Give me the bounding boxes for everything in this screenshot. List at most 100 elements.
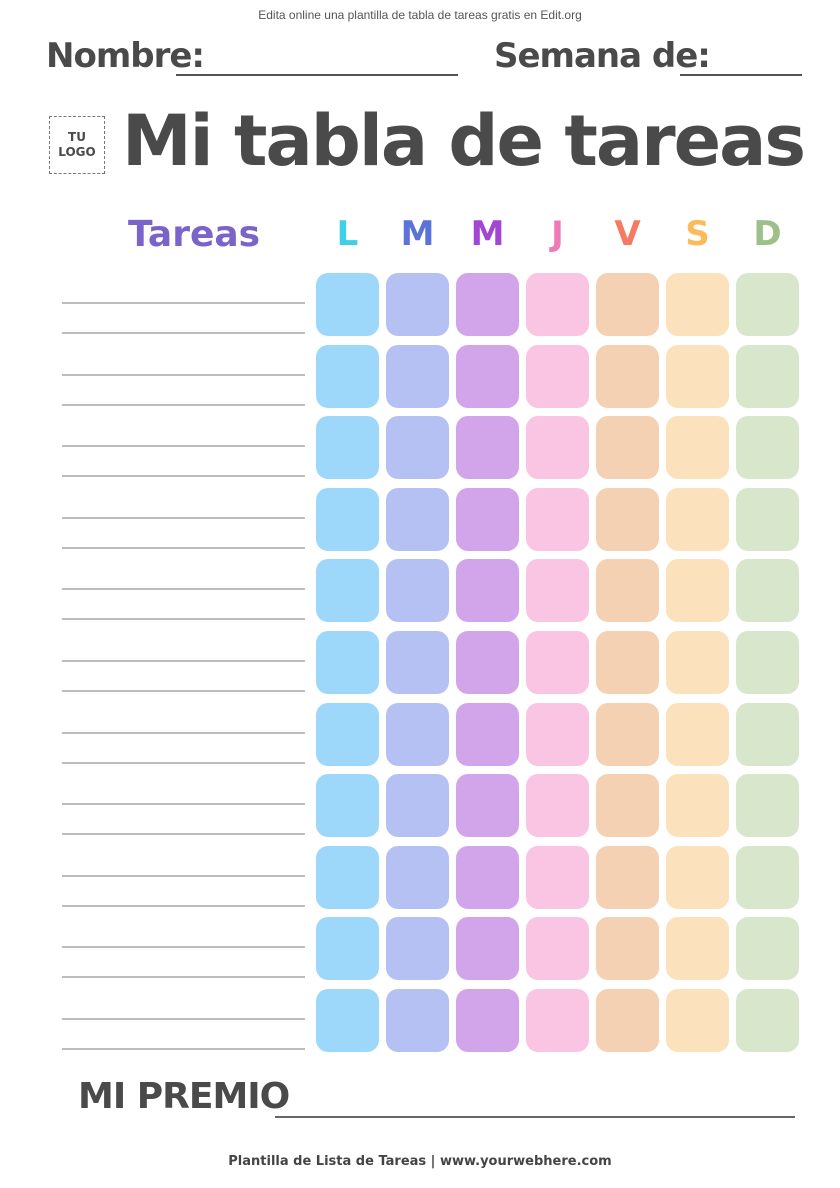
check-box[interactable] xyxy=(526,846,589,909)
check-box[interactable] xyxy=(666,703,729,766)
check-box[interactable] xyxy=(736,846,799,909)
check-box[interactable] xyxy=(596,917,659,980)
check-box[interactable] xyxy=(386,631,449,694)
task-line[interactable] xyxy=(62,803,305,805)
check-box[interactable] xyxy=(526,345,589,408)
check-box[interactable] xyxy=(736,559,799,622)
check-box[interactable] xyxy=(316,631,379,694)
check-box[interactable] xyxy=(526,631,589,694)
task-line[interactable] xyxy=(62,517,305,519)
check-box[interactable] xyxy=(386,345,449,408)
prize-field[interactable] xyxy=(275,1116,795,1118)
check-box[interactable] xyxy=(386,917,449,980)
check-box[interactable] xyxy=(456,989,519,1052)
check-box[interactable] xyxy=(526,488,589,551)
check-box[interactable] xyxy=(736,488,799,551)
check-box[interactable] xyxy=(386,488,449,551)
check-box[interactable] xyxy=(736,989,799,1052)
check-box[interactable] xyxy=(666,989,729,1052)
check-box[interactable] xyxy=(456,488,519,551)
check-box[interactable] xyxy=(316,846,379,909)
check-box[interactable] xyxy=(736,703,799,766)
check-box[interactable] xyxy=(596,774,659,837)
check-box[interactable] xyxy=(596,273,659,336)
check-box[interactable] xyxy=(736,345,799,408)
name-field[interactable] xyxy=(176,74,458,76)
task-line[interactable] xyxy=(62,660,305,662)
check-box[interactable] xyxy=(456,917,519,980)
check-box[interactable] xyxy=(666,416,729,479)
check-box[interactable] xyxy=(316,774,379,837)
check-box[interactable] xyxy=(526,917,589,980)
check-box[interactable] xyxy=(526,989,589,1052)
check-box[interactable] xyxy=(596,846,659,909)
task-line[interactable] xyxy=(62,732,305,734)
task-line[interactable] xyxy=(62,374,305,376)
check-box[interactable] xyxy=(736,416,799,479)
task-line[interactable] xyxy=(62,946,305,948)
check-box[interactable] xyxy=(596,631,659,694)
check-box[interactable] xyxy=(456,774,519,837)
check-box[interactable] xyxy=(316,917,379,980)
check-box[interactable] xyxy=(456,416,519,479)
check-box[interactable] xyxy=(386,846,449,909)
check-box[interactable] xyxy=(456,631,519,694)
check-box[interactable] xyxy=(316,488,379,551)
check-box[interactable] xyxy=(316,345,379,408)
check-box[interactable] xyxy=(456,703,519,766)
task-line[interactable] xyxy=(62,1018,305,1020)
task-line[interactable] xyxy=(62,1048,305,1050)
check-box[interactable] xyxy=(316,273,379,336)
check-box[interactable] xyxy=(456,345,519,408)
check-box[interactable] xyxy=(456,273,519,336)
check-box[interactable] xyxy=(316,989,379,1052)
check-box[interactable] xyxy=(526,273,589,336)
task-line[interactable] xyxy=(62,302,305,304)
check-box[interactable] xyxy=(596,989,659,1052)
task-line[interactable] xyxy=(62,588,305,590)
task-line[interactable] xyxy=(62,475,305,477)
task-line[interactable] xyxy=(62,690,305,692)
task-line[interactable] xyxy=(62,332,305,334)
check-box[interactable] xyxy=(526,774,589,837)
check-box[interactable] xyxy=(316,703,379,766)
check-box[interactable] xyxy=(736,774,799,837)
check-box[interactable] xyxy=(386,416,449,479)
check-box[interactable] xyxy=(596,559,659,622)
task-line[interactable] xyxy=(62,875,305,877)
check-box[interactable] xyxy=(386,273,449,336)
check-box[interactable] xyxy=(456,846,519,909)
check-box[interactable] xyxy=(386,774,449,837)
check-box[interactable] xyxy=(526,703,589,766)
check-box[interactable] xyxy=(456,559,519,622)
check-box[interactable] xyxy=(666,846,729,909)
check-box[interactable] xyxy=(596,703,659,766)
check-box[interactable] xyxy=(316,416,379,479)
check-box[interactable] xyxy=(316,559,379,622)
check-box[interactable] xyxy=(386,559,449,622)
check-box[interactable] xyxy=(666,345,729,408)
task-line[interactable] xyxy=(62,833,305,835)
check-box[interactable] xyxy=(666,774,729,837)
check-box[interactable] xyxy=(596,345,659,408)
check-box[interactable] xyxy=(736,917,799,980)
task-line[interactable] xyxy=(62,905,305,907)
check-box[interactable] xyxy=(736,631,799,694)
check-box[interactable] xyxy=(666,559,729,622)
check-box[interactable] xyxy=(666,631,729,694)
task-line[interactable] xyxy=(62,762,305,764)
check-box[interactable] xyxy=(596,416,659,479)
check-box[interactable] xyxy=(736,273,799,336)
check-box[interactable] xyxy=(666,273,729,336)
check-box[interactable] xyxy=(666,488,729,551)
task-line[interactable] xyxy=(62,404,305,406)
check-box[interactable] xyxy=(596,488,659,551)
task-line[interactable] xyxy=(62,618,305,620)
task-line[interactable] xyxy=(62,445,305,447)
task-line[interactable] xyxy=(62,976,305,978)
check-box[interactable] xyxy=(386,989,449,1052)
check-box[interactable] xyxy=(386,703,449,766)
check-box[interactable] xyxy=(666,917,729,980)
check-box[interactable] xyxy=(526,416,589,479)
week-field[interactable] xyxy=(680,74,802,76)
